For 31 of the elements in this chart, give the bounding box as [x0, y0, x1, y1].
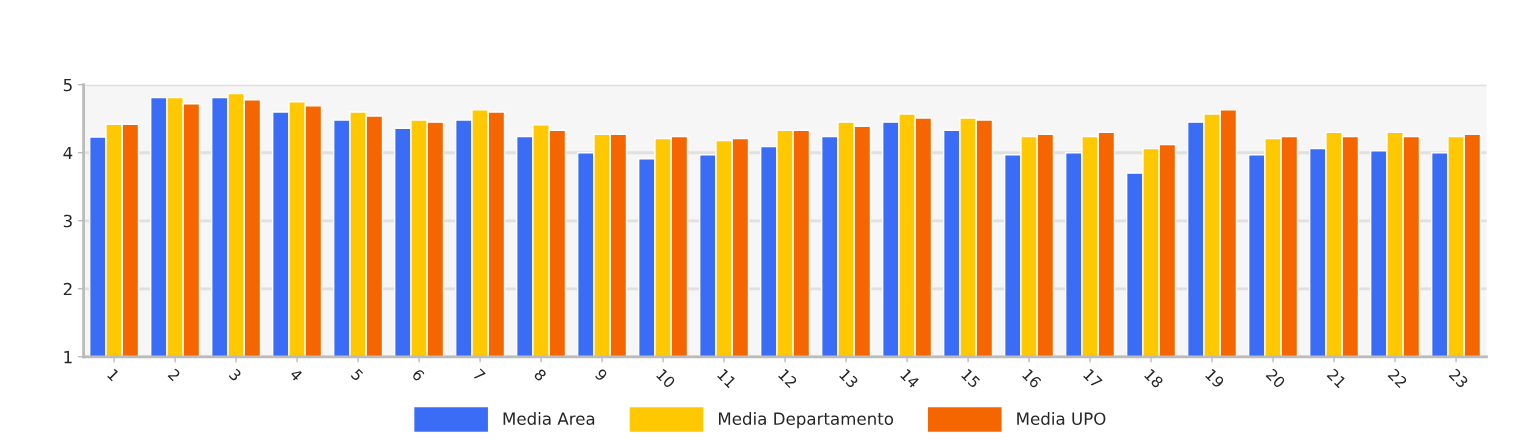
x-tick-label: 9 [594, 368, 609, 382]
x-tick-label: 22 [1387, 368, 1408, 389]
x-tick-label: 8 [533, 368, 548, 382]
y-tick-label: 4 [63, 146, 73, 160]
legend-label: Media Area [503, 412, 595, 425]
y-tick-label: 1 [64, 350, 72, 364]
x-tick-label: 3 [228, 368, 242, 382]
x-tick-label: 16 [1021, 368, 1042, 389]
x-tick-label: 5 [350, 368, 364, 382]
y-tick-label: 2 [63, 282, 72, 296]
x-tick-label: 14 [900, 368, 920, 389]
x-tick-label: 19 [1204, 368, 1225, 389]
x-tick-label: 1 [107, 368, 120, 382]
x-tick-label: 18 [1143, 368, 1164, 389]
legend-label: Media UPO [1017, 412, 1106, 425]
x-tick-label: 10 [655, 368, 676, 389]
x-tick-label: 13 [838, 368, 859, 389]
x-tick-label: 7 [472, 368, 486, 382]
x-tick-label: 11 [717, 368, 737, 389]
x-tick-label: 12 [778, 368, 798, 389]
x-tick-label: 15 [960, 368, 981, 389]
x-tick-label: 4 [289, 368, 304, 382]
y-tick-label: 5 [63, 78, 72, 92]
x-tick-label: 21 [1326, 368, 1347, 389]
x-tick-label: 2 [167, 368, 181, 382]
y-tick-label: 3 [63, 214, 72, 228]
x-tick-label: 17 [1083, 368, 1103, 389]
legend-label: Media Departamento [718, 412, 894, 429]
x-tick-label: 20 [1265, 368, 1286, 389]
x-tick-label: 6 [411, 368, 426, 382]
x-tick-label: 23 [1448, 368, 1469, 389]
